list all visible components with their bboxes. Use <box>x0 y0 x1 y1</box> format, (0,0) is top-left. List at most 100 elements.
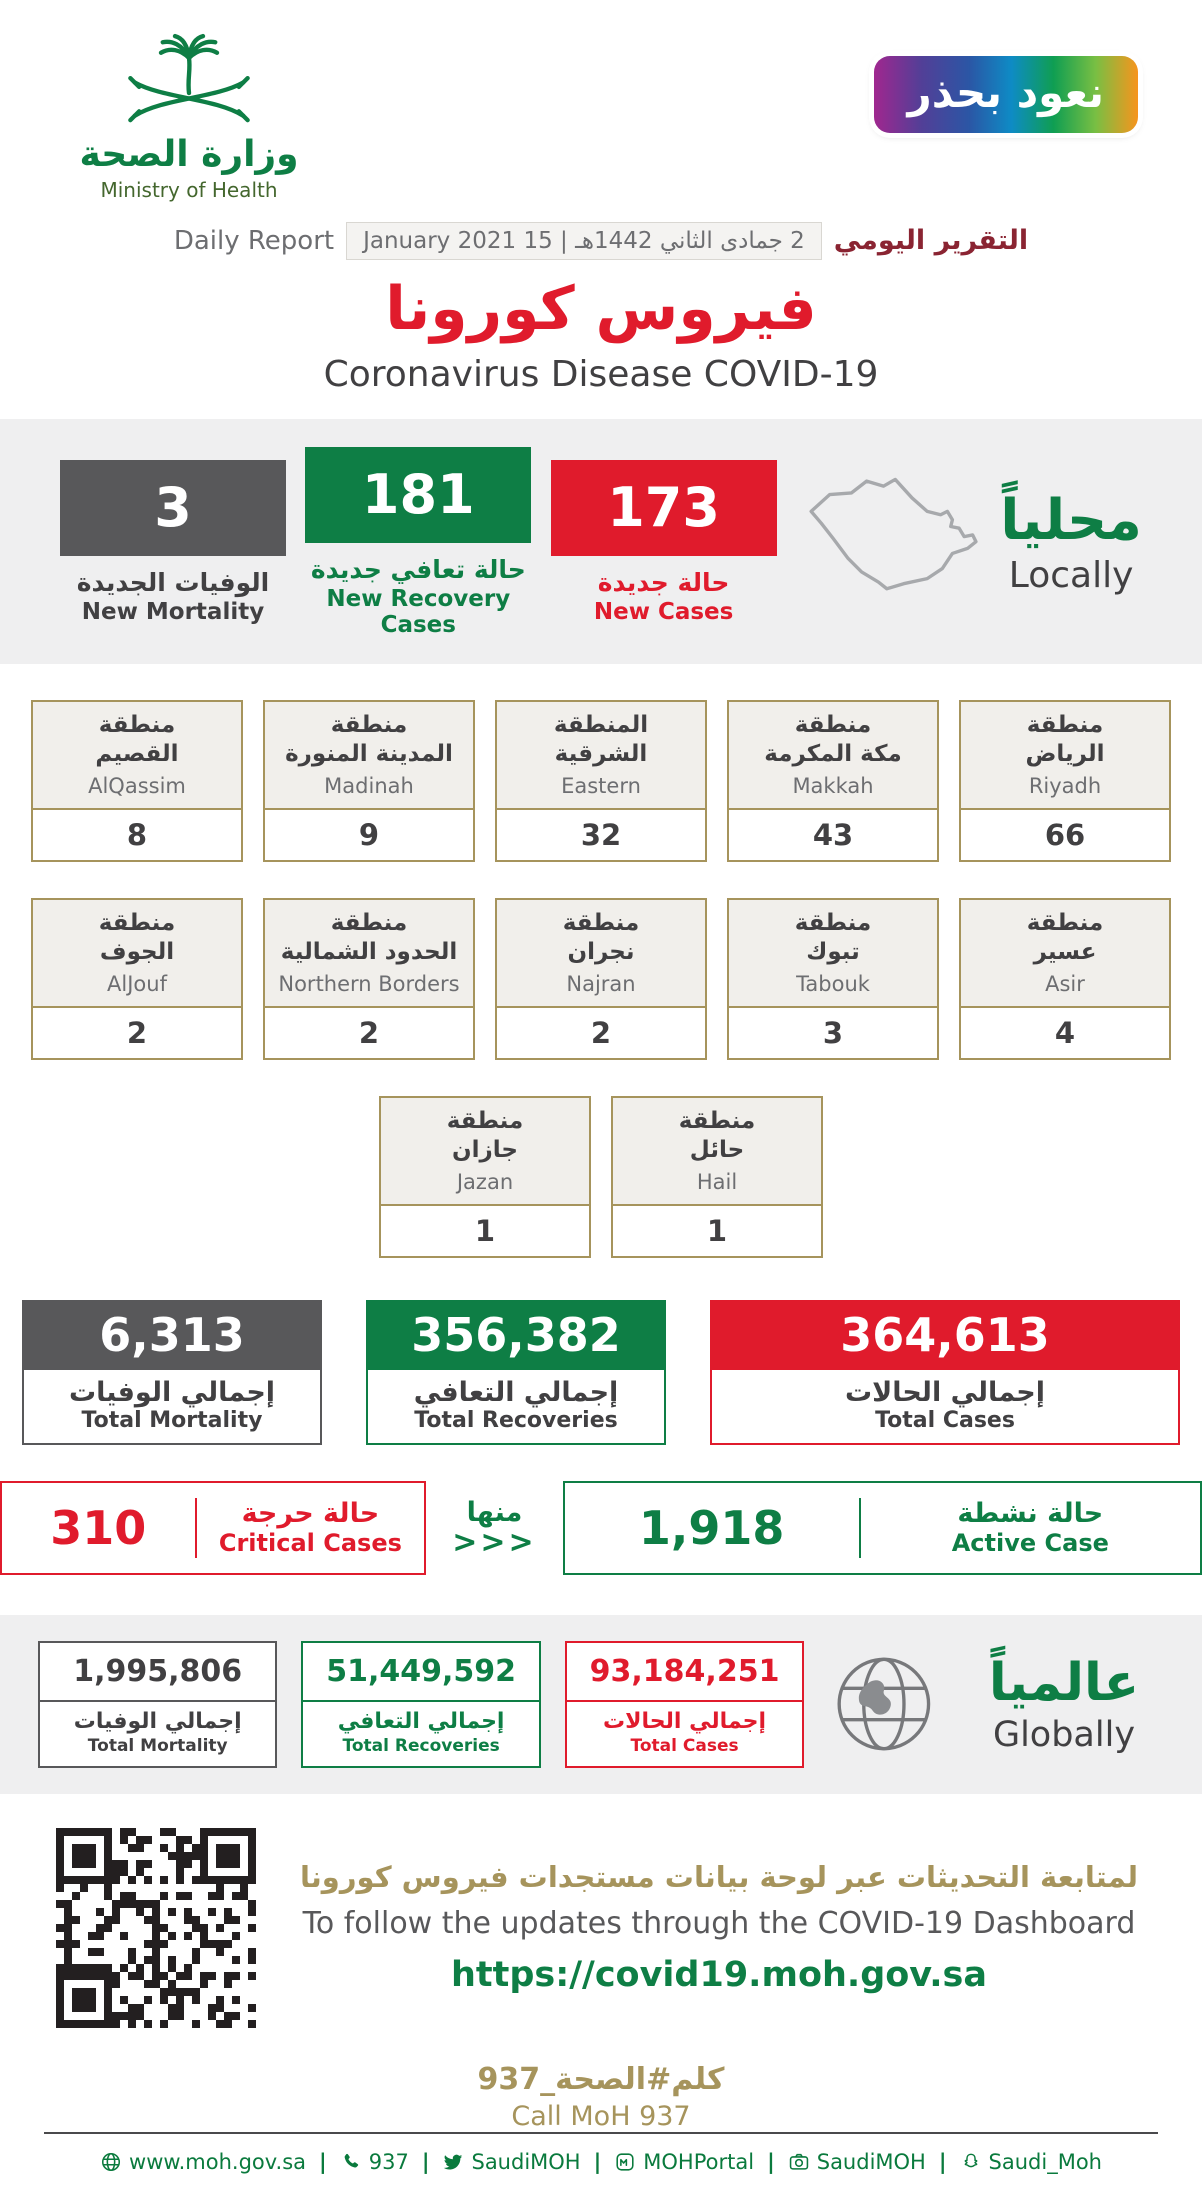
region-value: 2 <box>497 1005 705 1058</box>
region-value: 1 <box>613 1203 821 1256</box>
critical-cases-label-ar: حالة حرجة <box>241 1498 380 1530</box>
ministry-name-arabic: وزارة الصحة <box>79 134 299 175</box>
footer-link-instagram[interactable]: SaudiMOH <box>788 2150 926 2174</box>
region-name-en: AlJouf <box>107 971 167 996</box>
new-cases-label-en: New Cases <box>593 598 734 625</box>
globe-icon <box>837 1657 931 1751</box>
region-name-en: Madinah <box>324 773 414 798</box>
footer: www.moh.gov.sa | 937 | SaudiMOH | MOHPor… <box>0 2131 1202 2200</box>
footer-link-phone[interactable]: 937 <box>340 2150 409 2174</box>
footer-link-moh-portal[interactable]: MOHPortal <box>614 2150 754 2174</box>
region-value: 4 <box>961 1005 1169 1058</box>
footer-link-website[interactable]: www.moh.gov.sa <box>100 2150 306 2174</box>
footer-link-label: SaudiMOH <box>471 2149 581 2174</box>
region-name-ar: منطقة المدينة المنورة <box>285 712 453 768</box>
call-moh-ar: كلم#الصحة_937 <box>477 2061 725 2097</box>
region-name-ar: منطقة عسير <box>1026 910 1104 966</box>
saudi-arabia-map-icon <box>809 477 978 591</box>
globally-section: عالمياً Globally 93,184,251 إجمالي الحال… <box>0 1614 1202 1794</box>
active-critical-section: حالة نشطة Active Case 1,918 منها <<< حال… <box>0 1480 1202 1575</box>
locally-section: 3 الوفيات الجديدة New Mortality 181 حالة… <box>0 418 1202 664</box>
region-name-en: Hail <box>696 1169 738 1194</box>
region-value: 8 <box>33 807 241 860</box>
global-recoveries-label-en: Total Recoveries <box>342 1735 500 1756</box>
new-cases-label-ar: حالة جديدة <box>597 567 730 597</box>
footer-link-twitter[interactable]: SaudiMOH <box>442 2149 581 2174</box>
locally-heading-en: Locally <box>1008 555 1134 597</box>
regions-row-1: منطقة الرياض Riyadh 66 منطقة مكة المكرمة… <box>0 699 1202 862</box>
critical-cases-label-en: Critical Cases <box>218 1529 402 1558</box>
header: وزارة الصحة Ministry of Health نعود بحذر <box>0 0 1202 202</box>
global-cases-label-ar: إجمالي الحالات <box>603 1708 767 1734</box>
total-recoveries-label-en: Total Recoveries <box>414 1407 618 1433</box>
global-recoveries-card: 51,449,592 إجمالي التعافي Total Recoveri… <box>301 1640 541 1768</box>
new-mortality-stat: 3 الوفيات الجديدة New Mortality <box>60 459 286 625</box>
region-name-ar: منطقة الحدود الشمالية <box>280 910 458 966</box>
footer-divider <box>44 2131 1158 2134</box>
region-header: منطقة الرياض Riyadh <box>961 701 1169 808</box>
ministry-name-english: Ministry of Health <box>100 177 278 202</box>
phone-icon <box>344 2153 358 2168</box>
new-cases-stat: 173 حالة جديدة New Cases <box>550 459 777 625</box>
region-name-en: Tabouk <box>796 971 870 996</box>
global-recoveries-labels: إجمالي التعافي Total Recoveries <box>303 1699 539 1766</box>
total-mortality-label-ar: إجمالي الوفيات <box>68 1376 276 1408</box>
total-mortality-label-en: Total Mortality <box>81 1407 263 1433</box>
region-value: 9 <box>265 807 473 860</box>
region-card-tabouk: منطقة تبوك Tabouk 3 <box>727 897 939 1060</box>
region-name-ar: المنطقة الشرقية <box>553 712 649 768</box>
footer-separator: | <box>938 2149 947 2174</box>
chevron-left-arrows-icon: <<< <box>452 1525 537 1561</box>
region-name-en: Northern Borders <box>278 971 460 996</box>
of-which-connector: منها <<< <box>452 1497 536 1558</box>
page-title-english: Coronavirus Disease COVID-19 <box>323 353 879 395</box>
region-value: 2 <box>33 1005 241 1058</box>
footer-separator: | <box>767 2149 775 2174</box>
new-mortality-label-en: New Mortality <box>81 598 265 625</box>
badge-text: نعود بحذر <box>907 68 1104 117</box>
total-recoveries-card: 356,382 إجمالي التعافي Total Recoveries <box>366 1299 666 1445</box>
region-header: منطقة المدينة المنورة Madinah <box>265 701 473 808</box>
call-moh-block: كلم#الصحة_937 Call MoH 937 <box>0 2062 1202 2132</box>
footer-link-label: 937 <box>368 2149 409 2174</box>
moh-emblem-icon <box>128 33 250 123</box>
region-header: منطقة القصيم AlQassim <box>33 701 241 808</box>
camera-icon <box>789 2153 808 2170</box>
report-date-line: التقرير اليومي 2 جمادى الثاني 1442هـ | 1… <box>0 221 1202 260</box>
region-header: منطقة الحدود الشمالية Northern Borders <box>265 899 473 1006</box>
total-recoveries-labels: إجمالي التعافي Total Recoveries <box>366 1369 666 1445</box>
total-cases-card: 364,613 إجمالي الحالات Total Cases <box>710 1299 1180 1445</box>
region-name-en: Najran <box>566 971 636 996</box>
region-card-alqassim: منطقة القصيم AlQassim 8 <box>31 699 243 862</box>
dashboard-line-en: To follow the updates through the COVID-… <box>302 1906 1136 1942</box>
region-card-jazan: منطقة جازان Jazan 1 <box>379 1095 591 1258</box>
region-name-ar: منطقة مكة المكرمة <box>764 712 902 768</box>
page-title-arabic: فيروس كورونا <box>385 273 817 344</box>
global-cases-card: 93,184,251 إجمالي الحالات Total Cases <box>564 1640 805 1768</box>
of-which-label: منها <box>466 1497 523 1529</box>
region-name-en: AlQassim <box>88 773 186 798</box>
new-mortality-value: 3 <box>60 459 286 556</box>
region-card-eastern: المنطقة الشرقية Eastern 32 <box>495 699 707 862</box>
region-name-ar: منطقة حائل <box>678 1108 756 1164</box>
region-header: منطقة تبوك Tabouk <box>729 899 937 1006</box>
region-name-ar: منطقة تبوك <box>794 910 872 966</box>
region-value: 43 <box>729 807 937 860</box>
globally-heading-ar: عالمياً <box>988 1653 1140 1714</box>
total-cases-label-ar: إجمالي الحالات <box>844 1376 1046 1408</box>
global-cases-label-en: Total Cases <box>630 1735 739 1756</box>
global-mortality-labels: إجمالي الوفيات Total Mortality <box>40 1699 276 1766</box>
total-cases-labels: إجمالي الحالات Total Cases <box>710 1369 1180 1445</box>
global-mortality-value: 1,995,806 <box>73 1653 243 1689</box>
footer-link-snapchat[interactable]: Saudi_Moh <box>960 2150 1102 2174</box>
total-mortality-value: 6,313 <box>22 1299 322 1370</box>
dashboard-url-link[interactable]: https://covid19.moh.gov.sa <box>450 1955 988 1996</box>
region-header: منطقة نجران Najran <box>497 899 705 1006</box>
region-header: منطقة الجوف AlJouf <box>33 899 241 1006</box>
footer-separator: | <box>319 2149 327 2174</box>
daily-report-label-arabic: التقرير اليومي <box>833 225 1029 257</box>
dashboard-section: لمتابعة التحديثات عبر لوحة بيانات مستجدا… <box>0 1794 1202 2028</box>
footer-link-label: www.moh.gov.sa <box>129 2149 307 2174</box>
region-header: منطقة جازان Jazan <box>381 1097 589 1204</box>
region-name-ar: منطقة الجوف <box>98 910 176 966</box>
